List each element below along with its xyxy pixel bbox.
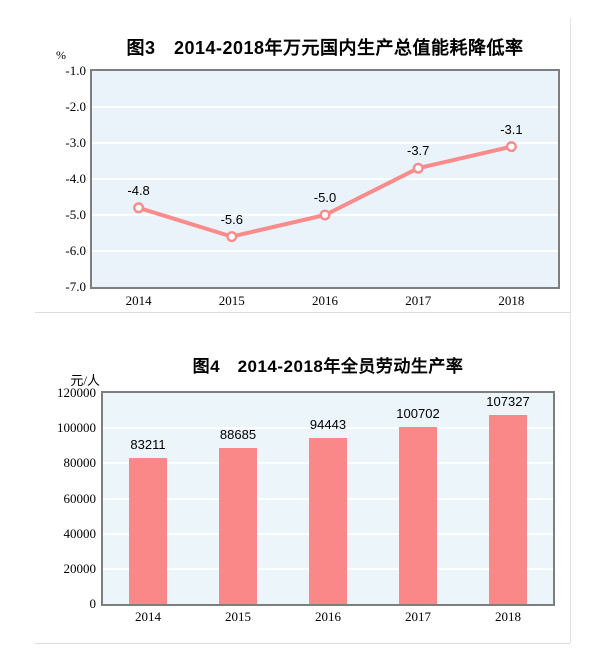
- figure3-data-point-marker: [412, 162, 424, 174]
- figure4-bar-value-label: 107327: [486, 394, 530, 410]
- section-divider-2: [35, 643, 570, 644]
- figure4-x-tick-label: 2015: [225, 609, 251, 624]
- figure3-plot-area: [90, 69, 560, 289]
- figure4-y-tick-label: 120000: [57, 385, 96, 400]
- figure4-x-tick-label: 2017: [405, 609, 431, 624]
- figure4-y-tick-label: 80000: [63, 455, 97, 471]
- figure4-bar-value-label: 88685: [219, 427, 257, 443]
- figure3-unit-label: %: [56, 48, 66, 62]
- figure3-point-label: -5.6: [220, 211, 243, 227]
- figure3-x-tick-label: 2017: [405, 293, 432, 308]
- figure3-gridline: [92, 178, 558, 180]
- figure4-y-tick-label: 20000: [63, 560, 97, 576]
- figure4-y-tick-label: 40000: [63, 525, 97, 541]
- figure3-x-tick-label: 2016: [312, 293, 338, 308]
- figure4-gridline: [103, 427, 553, 430]
- figure4-bar-value-label: 100702: [396, 405, 440, 421]
- figure3-y-tick-label: -1.0: [65, 63, 86, 78]
- figure3-x-tick-label: 2018: [498, 293, 525, 308]
- figure4-bar: [129, 457, 167, 604]
- figure3-point-label: -3.1: [500, 121, 523, 137]
- figure3-data-point-marker: [319, 209, 331, 221]
- figure4-plot-area: [101, 391, 555, 606]
- figure3-gridline: [92, 106, 558, 108]
- figure3-data-point-marker: [505, 141, 517, 153]
- figure3-gridline: [92, 142, 558, 144]
- figure4-x-tick-label: 2018: [495, 609, 521, 624]
- figure4-bar-value-label: 94443: [309, 416, 347, 432]
- figure3-y-tick-label: -7.0: [65, 279, 86, 294]
- figure3-point-label: -4.8: [127, 182, 150, 198]
- figure4-unit-label: 元/人: [70, 373, 100, 388]
- figure4-y-tick-label: 60000: [63, 490, 97, 506]
- figure3-gridline: [92, 250, 558, 252]
- figure3-y-tick-label: -5.0: [65, 207, 86, 222]
- figure4-bar: [489, 415, 527, 604]
- page-right-border: [570, 18, 571, 643]
- figure4-y-tick-label: 0: [89, 596, 97, 611]
- figure4-bar-value-label: 83211: [130, 436, 166, 452]
- figure4-bar: [399, 426, 437, 604]
- figure4-bar: [219, 448, 257, 604]
- figure3-x-tick-label: 2015: [218, 293, 245, 308]
- figure4-x-tick-label: 2014: [135, 609, 161, 624]
- figure4-x-tick-label: 2016: [315, 609, 341, 624]
- figure3-y-tick-label: -3.0: [65, 135, 86, 150]
- figure3-y-tick-label: -6.0: [65, 243, 86, 258]
- section-divider-1: [35, 312, 570, 313]
- figure3-point-label: -5.0: [313, 190, 337, 205]
- figure3-line-series: [133, 141, 517, 243]
- figure3-point-label: -3.7: [406, 143, 430, 159]
- figure3-y-tick-label: -4.0: [65, 171, 86, 186]
- figure3-data-point-marker: [226, 231, 238, 243]
- figure3-data-point-marker: [133, 202, 145, 214]
- figure4-bar: [309, 437, 347, 604]
- figure3-x-tick-label: 2014: [125, 293, 152, 308]
- figure3-y-tick-label: -2.0: [65, 99, 86, 114]
- figure3-title: 图3 2014-2018年万元国内生产总值能耗降低率: [126, 38, 524, 58]
- figure4-y-tick-label: 100000: [57, 420, 96, 436]
- figure4-title: 图4 2014-2018年全员劳动生产率: [192, 357, 464, 376]
